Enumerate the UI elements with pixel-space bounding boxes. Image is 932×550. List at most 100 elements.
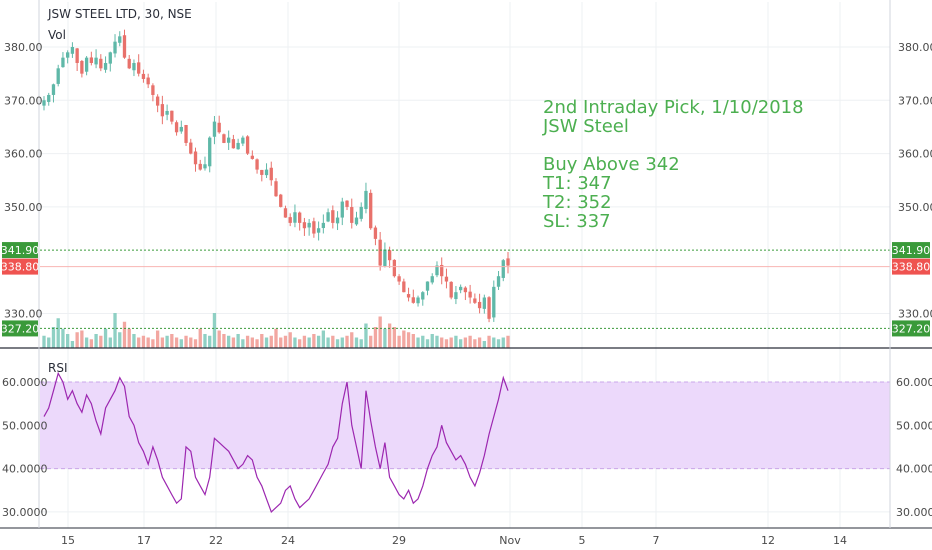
candle-body	[321, 222, 326, 229]
volume-bar	[260, 334, 264, 348]
level-tag-left-label: 338.80	[1, 261, 40, 274]
candle-body	[137, 62, 141, 74]
price-y-tick-left: 370.00	[4, 94, 43, 107]
volume-bar	[506, 335, 510, 348]
volume-bar	[321, 330, 326, 348]
candle-body	[264, 169, 269, 176]
candle-body	[103, 62, 108, 70]
candle-body	[506, 258, 510, 266]
volume-bar	[94, 334, 98, 348]
x-tick: 12	[761, 534, 775, 547]
candle-body	[132, 62, 136, 71]
volume-bar	[151, 339, 155, 348]
volume-bar	[193, 339, 198, 348]
candle-body	[42, 100, 46, 106]
candle-body	[113, 41, 117, 54]
volume-bar	[378, 316, 382, 348]
candle-body	[203, 164, 207, 169]
x-tick: 22	[209, 534, 223, 547]
candle-body	[458, 286, 463, 291]
level-tag-right-label: 327.20	[892, 322, 931, 335]
volume-bar	[406, 332, 411, 348]
level-tag-right	[892, 320, 930, 337]
volume-bar	[269, 335, 273, 348]
candle-body	[108, 52, 112, 64]
volume-bar	[184, 335, 188, 348]
volume-bar	[316, 335, 321, 348]
volume-bar	[42, 335, 46, 348]
candle-body	[217, 122, 221, 133]
candle-body	[340, 201, 344, 218]
volume-bar	[250, 337, 254, 348]
candle-body	[160, 104, 165, 117]
level-tag-left	[2, 320, 38, 337]
volume-bar	[373, 327, 378, 348]
level-tag-left-label: 327.20	[1, 322, 40, 335]
volume-bar	[274, 328, 278, 348]
x-tick: 24	[281, 534, 295, 547]
candle-body	[170, 110, 174, 122]
candle-body	[392, 259, 397, 277]
volume-bar	[302, 335, 307, 348]
rsi-y-tick-right: 60.0000	[896, 376, 932, 389]
candle-body	[70, 47, 75, 54]
volume-bar	[160, 337, 165, 348]
candle-body	[326, 212, 330, 222]
volume-bar	[113, 313, 117, 348]
candle-body	[335, 217, 340, 224]
candle-body	[231, 139, 236, 149]
annotation-line: SL: 337	[543, 211, 611, 232]
volume-bar	[397, 335, 401, 348]
volume-bar	[435, 335, 439, 348]
level-tag-right	[892, 258, 930, 275]
level-tag-right-label: 341.90	[892, 244, 931, 257]
candle-body	[440, 264, 444, 277]
candle-body	[477, 301, 482, 309]
price-candles	[42, 29, 510, 323]
candle-body	[118, 36, 122, 43]
volume-bar	[402, 330, 406, 348]
level-tag-left	[2, 258, 38, 275]
volume-bar	[425, 339, 430, 348]
volume-bar	[127, 328, 131, 348]
candle-body	[66, 52, 70, 58]
symbol-title: JSW STEEL LTD, 30, NSE	[47, 7, 192, 21]
volume-bar	[203, 334, 207, 348]
candle-body	[274, 181, 278, 197]
candle-body	[293, 212, 297, 223]
candle-body	[350, 207, 354, 223]
candle-body	[383, 249, 387, 266]
x-tick: 17	[137, 534, 151, 547]
candle-body	[378, 239, 382, 266]
volume-bar	[47, 337, 51, 348]
candle-body	[373, 227, 378, 239]
volume-bar	[231, 337, 236, 348]
volume-bar	[80, 330, 84, 348]
candle-body	[298, 212, 302, 223]
candle-body	[425, 281, 430, 291]
volume-bar	[473, 339, 477, 348]
volume-bar	[298, 339, 302, 348]
level-tag-left-label: 341.90	[1, 244, 40, 257]
candle-body	[155, 96, 160, 106]
rsi-y-tick-right: 50.0000	[896, 419, 932, 432]
candle-body	[226, 137, 231, 143]
candle-body	[94, 57, 98, 65]
candle-body	[359, 206, 363, 219]
candle-body	[146, 77, 150, 85]
volume-bar	[416, 337, 420, 348]
candle-body	[402, 281, 406, 293]
rsi-y-tick-left: 40.0000	[2, 463, 48, 476]
candle-body	[75, 48, 79, 63]
volume-bar	[387, 323, 392, 348]
volume-bar	[364, 323, 368, 348]
candle-body	[496, 276, 501, 287]
candle-body	[316, 228, 321, 233]
volume-bar	[137, 337, 141, 348]
volume-bar	[66, 334, 70, 348]
price-y-tick-left: 330.00	[4, 308, 43, 321]
candle-body	[473, 298, 477, 303]
